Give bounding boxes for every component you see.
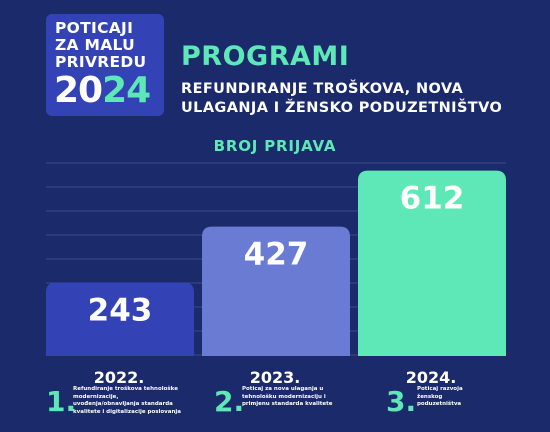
logo-line-2: ZA MALU — [55, 36, 136, 54]
year-label-2022: 2022. — [93, 368, 145, 387]
year-label-2024: 2024. — [405, 368, 457, 387]
year-label-2023: 2023. — [249, 368, 301, 387]
bar-2023 — [202, 226, 350, 356]
page-subtitle: REFUNDIRANJE TROŠKOVA, NOVA ULAGANJA I Ž… — [181, 81, 503, 116]
program-description-3: Poticaj razvoja ženskog poduzetništva — [417, 386, 463, 407]
program-number-1: 1. — [46, 385, 77, 418]
logo-year-part-2: 24 — [102, 70, 151, 111]
logo-year-part-1: 20 — [54, 70, 103, 111]
bar-2024 — [358, 170, 506, 356]
program-number-2: 2. — [214, 385, 245, 418]
bar-value-label: 612 — [400, 181, 465, 217]
logo-line-3: PRIVREDU — [55, 53, 147, 71]
program-number-3: 3. — [386, 385, 417, 418]
program-description-2: Poticaj za nova ulaganja u tehnološku mo… — [242, 386, 333, 407]
bar-value-label: 427 — [244, 237, 309, 273]
logo-badge: POTICAJI ZA MALU PRIVREDU 2024 — [46, 14, 164, 116]
logo-year: 2024 — [54, 70, 151, 111]
bar-2022 — [46, 282, 194, 356]
chart-bars: 243 427 612 — [46, 170, 506, 356]
chart-title: BROJ PRIJAVA — [213, 137, 337, 155]
program-description-1: Refundiranje troškova tehnološke moderni… — [73, 386, 181, 415]
logo-line-1: POTICAJI — [55, 19, 134, 37]
page-title: PROGRAMI — [181, 41, 350, 72]
bar-value-label: 243 — [88, 292, 153, 328]
